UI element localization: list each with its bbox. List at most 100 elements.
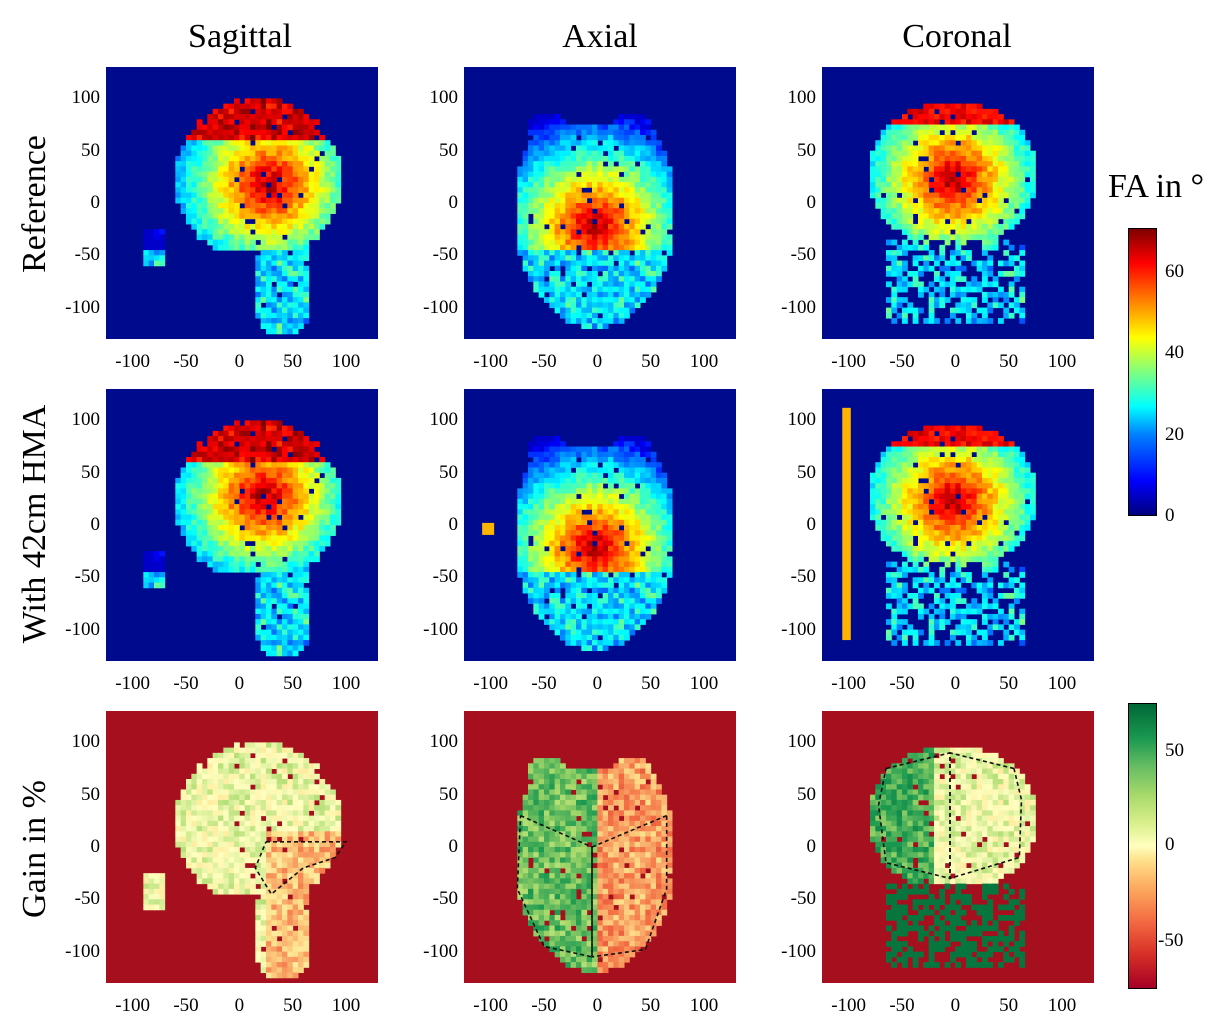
heatmap-cell [634, 297, 641, 303]
heatmap-cell [650, 197, 657, 204]
heatmap-cell [565, 540, 572, 547]
heatmap-cell [896, 297, 903, 303]
heatmap-cell [260, 509, 267, 516]
heatmap-cell [202, 451, 208, 458]
heatmap-cell [260, 208, 267, 214]
heatmap-cell [586, 556, 593, 563]
heatmap-cell [602, 545, 609, 552]
heatmap-cell [1008, 155, 1015, 162]
heatmap-cell [266, 483, 272, 489]
heatmap-cell [928, 451, 935, 458]
heatmap-cell [960, 140, 967, 146]
heatmap-cell [624, 250, 630, 256]
heatmap-cell [175, 176, 182, 183]
heatmap-cell [976, 286, 983, 293]
heatmap-cell [303, 135, 310, 141]
heatmap-cell [549, 457, 556, 463]
heatmap-cell [298, 208, 304, 214]
heatmap-cell [255, 451, 262, 458]
heatmap-cell [950, 250, 956, 256]
heatmap-cell [650, 608, 657, 615]
heatmap-cell [629, 145, 636, 152]
heatmap-cell [330, 525, 336, 531]
heatmap-cell [923, 493, 930, 500]
heatmap-cell [314, 519, 320, 526]
heatmap-cell [955, 260, 962, 267]
heatmap-cell [597, 286, 604, 293]
heatmap-cell [260, 545, 267, 552]
heatmap-cell [971, 150, 978, 157]
heatmap-cell [565, 129, 572, 136]
heatmap-cell [560, 577, 566, 584]
heatmap-cell [303, 545, 310, 552]
heatmap-cell [292, 255, 299, 262]
heatmap-cell [624, 582, 630, 589]
heatmap-cell [966, 135, 972, 141]
heatmap-cell [239, 530, 246, 536]
heatmap-cell [287, 619, 294, 625]
heatmap-cell [319, 140, 326, 146]
heatmap-cell [330, 509, 336, 516]
heatmap-cell [907, 441, 914, 448]
heatmap-cell [223, 140, 230, 146]
heatmap-cell [918, 135, 924, 141]
heatmap-cell [522, 483, 529, 489]
heatmap-cell [234, 208, 240, 214]
heatmap-cell [244, 150, 251, 157]
heatmap-cell [1019, 457, 1026, 463]
heatmap-cell [549, 276, 556, 282]
heatmap-cell [624, 197, 630, 204]
heatmap-cell [586, 307, 593, 314]
heatmap-cell [602, 551, 609, 557]
heatmap-cell [645, 613, 652, 620]
heatmap-cell [218, 234, 224, 241]
heatmap-cell [624, 436, 630, 442]
heatmap-cell [255, 587, 262, 594]
heatmap-cell [597, 197, 604, 204]
heatmap-cell [271, 114, 278, 120]
heatmap-cell [918, 488, 924, 495]
heatmap-cell [298, 302, 304, 309]
heatmap-cell [287, 297, 294, 303]
heatmap-cell [1003, 493, 1010, 500]
heatmap-cell [298, 629, 304, 636]
heatmap-cell [944, 223, 951, 230]
heatmap-cell [549, 525, 556, 531]
heatmap-cell [554, 239, 561, 246]
heatmap-cell [875, 472, 882, 479]
heatmap-cell [554, 229, 561, 235]
heatmap-cell [581, 276, 588, 282]
heatmap-cell [266, 213, 272, 220]
heatmap-cell [276, 223, 283, 230]
heatmap-cell [303, 514, 310, 521]
heatmap-cell [624, 203, 630, 209]
heatmap-cell [565, 302, 572, 309]
heatmap-cell [982, 239, 988, 246]
heatmap-cell [255, 155, 262, 162]
heatmap-cell [271, 155, 278, 162]
heatmap-cell [987, 255, 994, 262]
heatmap-cell [276, 472, 283, 479]
heatmap-cell [560, 530, 566, 536]
heatmap-cell [934, 498, 940, 505]
heatmap-cell [992, 161, 999, 167]
heatmap-cell [960, 208, 967, 214]
heatmap-cell [218, 208, 224, 214]
heatmap-cell [282, 472, 288, 479]
heatmap-cell [330, 182, 336, 188]
heatmap-cell [613, 572, 620, 578]
heatmap-cell [950, 145, 956, 152]
heatmap-cell [570, 229, 577, 235]
heatmap-cell [640, 593, 646, 599]
heatmap-cell [207, 551, 214, 557]
heatmap-cell [939, 462, 946, 468]
heatmap-cell [180, 488, 187, 495]
heatmap-cell [992, 457, 999, 463]
heatmap-cell [228, 477, 235, 484]
heatmap-cell [987, 467, 994, 474]
heatmap-cell [576, 203, 582, 209]
heatmap-cell [624, 312, 630, 319]
heatmap-cell [528, 498, 534, 505]
heatmap-cell [960, 182, 967, 188]
heatmap-cell [218, 161, 224, 167]
